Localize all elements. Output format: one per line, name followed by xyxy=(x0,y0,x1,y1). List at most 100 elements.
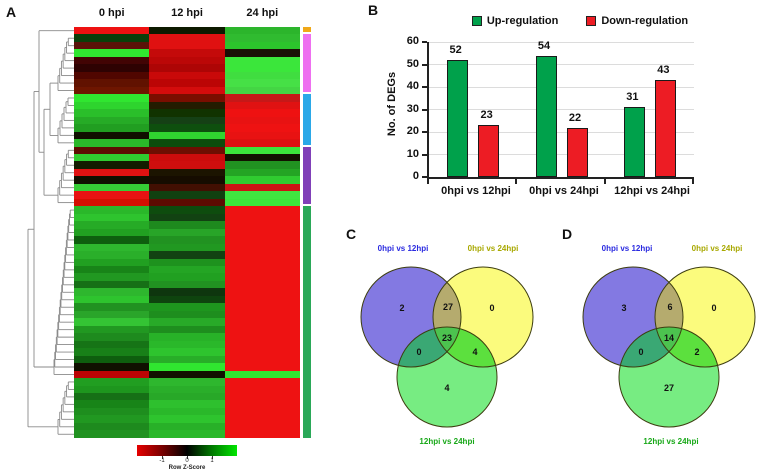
heatmap-cell xyxy=(74,370,150,379)
heatmap-cell xyxy=(149,221,225,229)
legend-up-regulation: Up-regulation xyxy=(471,15,559,27)
heatmap-cell xyxy=(149,266,225,274)
heatmap-cell xyxy=(224,295,300,304)
heatmap-cell xyxy=(224,430,300,438)
heatmap-row xyxy=(74,71,300,80)
venn-d-count-b-only: 0 xyxy=(711,303,716,313)
heatmap-cell xyxy=(149,258,225,266)
heatmap-cell xyxy=(149,34,225,42)
category-0hpi-vs-24hpi: 0hpi vs 24hpi xyxy=(529,185,599,197)
cluster-segment xyxy=(303,94,311,145)
heatmap-cell xyxy=(149,348,225,356)
heatmap-cell xyxy=(224,363,300,371)
heatmap-cell xyxy=(224,243,300,252)
venn-c-count-a-only: 2 xyxy=(399,303,404,313)
heatmap-row xyxy=(74,288,300,296)
bar-up-1 xyxy=(535,55,557,177)
bar-up-2 xyxy=(623,107,645,177)
heatmap-row xyxy=(74,295,300,304)
heatmap-cell xyxy=(224,206,300,214)
panel-a-label: A xyxy=(6,4,17,20)
y-tick-label: 0 xyxy=(412,170,419,182)
y-tick-mark xyxy=(422,63,427,66)
heatmap-cell xyxy=(74,378,150,386)
colorbar-tick-mark xyxy=(187,456,188,459)
y-tick-mark xyxy=(422,176,427,178)
heatmap-row xyxy=(74,422,300,431)
heatmap-cell xyxy=(74,355,150,364)
legend-down-label: Down-regulation xyxy=(601,15,689,27)
heatmap-row xyxy=(74,273,300,281)
cluster-segment xyxy=(303,34,311,93)
colorbar-tick-label: 1 xyxy=(210,458,214,464)
heatmap-row xyxy=(74,168,300,177)
heatmap-row xyxy=(74,153,300,162)
heatmap-row xyxy=(74,303,300,311)
cluster-segment xyxy=(303,27,311,33)
heatmap-cell xyxy=(74,168,150,177)
heatmap-cell xyxy=(224,153,300,162)
heatmap-cell xyxy=(224,392,300,401)
y-tick-mark xyxy=(422,153,427,156)
heatmap-cell xyxy=(149,124,225,132)
y-tick-mark xyxy=(422,86,427,88)
heatmap-cell xyxy=(149,251,225,259)
y-tick-label: 30 xyxy=(406,102,419,115)
heatmap-cell xyxy=(149,228,225,237)
heatmap-cell xyxy=(74,139,150,147)
y-tick-label: 20 xyxy=(406,125,419,137)
heatmap-cell xyxy=(74,422,150,431)
heatmap-cell xyxy=(74,415,150,423)
heatmap-row xyxy=(74,34,300,42)
heatmap-row xyxy=(74,333,300,341)
gridline xyxy=(429,41,694,43)
heatmap-cell xyxy=(149,430,225,438)
bar-value-label: 22 xyxy=(568,111,582,124)
gridline xyxy=(429,131,694,133)
heatmap-cell xyxy=(149,363,225,371)
heatmap-cell xyxy=(74,153,150,162)
venn-c-count-abc: 23 xyxy=(442,333,452,343)
cluster-segment xyxy=(303,146,311,205)
heatmap-cell xyxy=(149,310,225,319)
gridline xyxy=(429,109,694,110)
heatmap-cell xyxy=(74,64,150,72)
venn-d-set-b-title: 0hpi vs 24hpi xyxy=(691,244,743,253)
panel-d-label: D xyxy=(562,226,573,242)
gridline xyxy=(429,64,694,65)
heatmap-cell xyxy=(74,191,150,199)
heatmap-cell xyxy=(224,109,300,117)
heatmap-col-24hpi: 24 hpi xyxy=(246,7,279,19)
heatmap-grid xyxy=(74,27,300,438)
heatmap-cell xyxy=(74,86,150,95)
heatmap-cell xyxy=(74,430,150,438)
heatmap-cell xyxy=(224,228,300,237)
heatmap-cell xyxy=(149,236,225,244)
venn-diagram-d: 3 6 0 14 0 2 27 xyxy=(582,266,756,428)
heatmap-cell xyxy=(149,198,225,207)
heatmap-row xyxy=(74,251,300,259)
cluster-segment xyxy=(303,206,311,438)
gridline xyxy=(429,154,694,155)
heatmap-cell xyxy=(74,348,150,356)
heatmap-cell xyxy=(74,333,150,341)
heatmap-cell xyxy=(149,422,225,431)
venn-diagram-c: 2 27 0 23 0 4 4 xyxy=(360,266,534,428)
legend-up-label: Up-regulation xyxy=(486,15,559,27)
heatmap-row xyxy=(74,49,300,57)
heatmap-cell xyxy=(224,161,300,169)
venn-d-count-ac: 0 xyxy=(638,347,643,357)
heatmap-cell xyxy=(224,333,300,341)
heatmap-cell xyxy=(149,385,225,393)
heatmap-cell xyxy=(74,400,150,408)
x-tick-mark xyxy=(515,179,518,184)
heatmap-row xyxy=(74,183,300,192)
heatmap-row xyxy=(74,198,300,207)
heatmap-cell xyxy=(74,41,150,50)
heatmap-cell xyxy=(149,64,225,72)
heatmap-cell xyxy=(224,71,300,80)
heatmap-cell xyxy=(149,415,225,423)
heatmap-cell xyxy=(74,198,150,207)
heatmap-cell xyxy=(74,288,150,296)
heatmap-row xyxy=(74,131,300,140)
